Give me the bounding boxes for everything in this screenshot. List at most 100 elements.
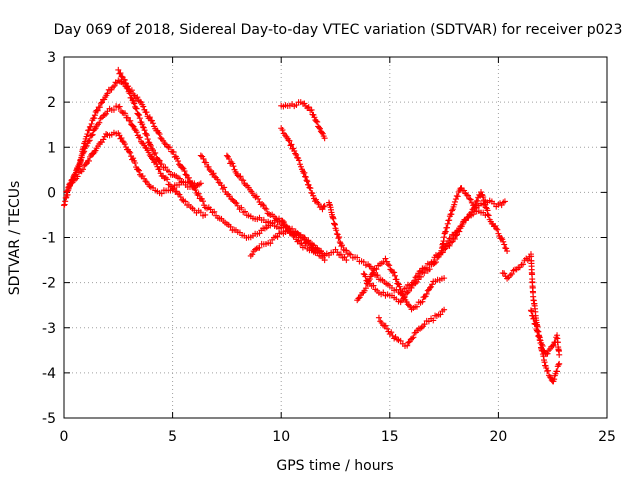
data-point xyxy=(549,342,556,349)
data-point xyxy=(426,284,433,291)
data-point xyxy=(156,131,163,138)
data-point xyxy=(135,111,142,118)
data-point xyxy=(226,193,233,200)
data-point xyxy=(118,73,125,80)
data-point xyxy=(74,173,81,180)
data-point xyxy=(223,152,230,159)
data-point xyxy=(369,270,376,277)
data-point xyxy=(413,273,420,280)
series-track-g xyxy=(247,225,317,259)
data-point xyxy=(133,105,140,112)
data-point xyxy=(336,234,343,240)
data-points xyxy=(61,66,563,385)
data-point xyxy=(140,103,147,110)
y-tick-label: -1 xyxy=(42,231,56,247)
data-point xyxy=(459,221,466,228)
data-point xyxy=(373,266,380,273)
data-point xyxy=(80,149,87,156)
data-point xyxy=(453,232,460,239)
data-point xyxy=(194,191,201,198)
data-point xyxy=(169,186,176,193)
data-point xyxy=(134,94,141,101)
data-point xyxy=(197,152,204,159)
data-point xyxy=(409,335,416,342)
data-point xyxy=(421,270,428,277)
data-point xyxy=(536,336,543,343)
data-point xyxy=(533,327,540,334)
data-point xyxy=(532,320,539,327)
data-point xyxy=(529,312,536,319)
data-point xyxy=(443,224,450,231)
data-point xyxy=(156,166,163,173)
data-point xyxy=(148,155,155,162)
data-point xyxy=(441,275,448,282)
data-point xyxy=(551,376,558,383)
data-point xyxy=(423,290,430,297)
data-point xyxy=(238,204,245,211)
data-point xyxy=(313,118,320,125)
data-point xyxy=(296,157,303,164)
data-point xyxy=(303,238,310,245)
data-point xyxy=(501,198,508,205)
data-point xyxy=(466,195,473,202)
data-point xyxy=(391,272,398,279)
data-point xyxy=(483,204,490,211)
data-point xyxy=(321,252,328,259)
data-point xyxy=(143,109,150,116)
data-point xyxy=(256,244,263,251)
data-point xyxy=(97,115,104,122)
data-point xyxy=(110,106,117,113)
data-point xyxy=(63,188,70,195)
data-point xyxy=(259,201,266,208)
data-point xyxy=(66,182,73,189)
data-point xyxy=(308,244,315,251)
data-point xyxy=(474,197,481,204)
data-point xyxy=(64,188,71,195)
data-point xyxy=(354,254,361,261)
data-point xyxy=(382,255,389,262)
data-point xyxy=(111,82,118,89)
data-point xyxy=(302,174,309,181)
data-point xyxy=(481,200,488,207)
y-tick-label: 0 xyxy=(47,185,56,201)
data-point xyxy=(94,107,101,114)
data-point xyxy=(468,209,475,216)
data-point xyxy=(207,206,214,213)
data-point xyxy=(429,281,436,288)
data-point xyxy=(318,129,325,136)
data-point xyxy=(115,104,122,111)
data-point xyxy=(197,180,204,187)
data-point xyxy=(388,329,395,336)
x-tick-label: 10 xyxy=(272,429,290,445)
data-point xyxy=(500,238,507,245)
data-point xyxy=(494,226,501,233)
series-track-c xyxy=(63,129,198,197)
data-point xyxy=(229,196,236,203)
data-point xyxy=(143,132,150,139)
data-point xyxy=(287,142,294,149)
data-point xyxy=(133,129,140,136)
data-point xyxy=(272,215,279,222)
data-point xyxy=(182,171,189,178)
data-point xyxy=(232,199,239,206)
data-point xyxy=(203,159,210,166)
data-point xyxy=(446,242,453,249)
data-point xyxy=(555,361,562,368)
data-point xyxy=(117,70,124,77)
data-point xyxy=(143,130,150,137)
data-point xyxy=(86,137,93,144)
data-point xyxy=(166,144,173,151)
data-point xyxy=(305,240,312,247)
data-point xyxy=(80,166,87,173)
data-point xyxy=(503,245,510,252)
data-point xyxy=(316,124,323,131)
data-point xyxy=(321,202,328,209)
series-track-i xyxy=(278,99,328,142)
data-point xyxy=(301,169,308,176)
data-point xyxy=(405,288,412,295)
data-point xyxy=(482,201,489,208)
data-point xyxy=(227,223,234,230)
data-point xyxy=(418,273,425,280)
data-point xyxy=(361,287,368,294)
data-point xyxy=(498,235,505,242)
